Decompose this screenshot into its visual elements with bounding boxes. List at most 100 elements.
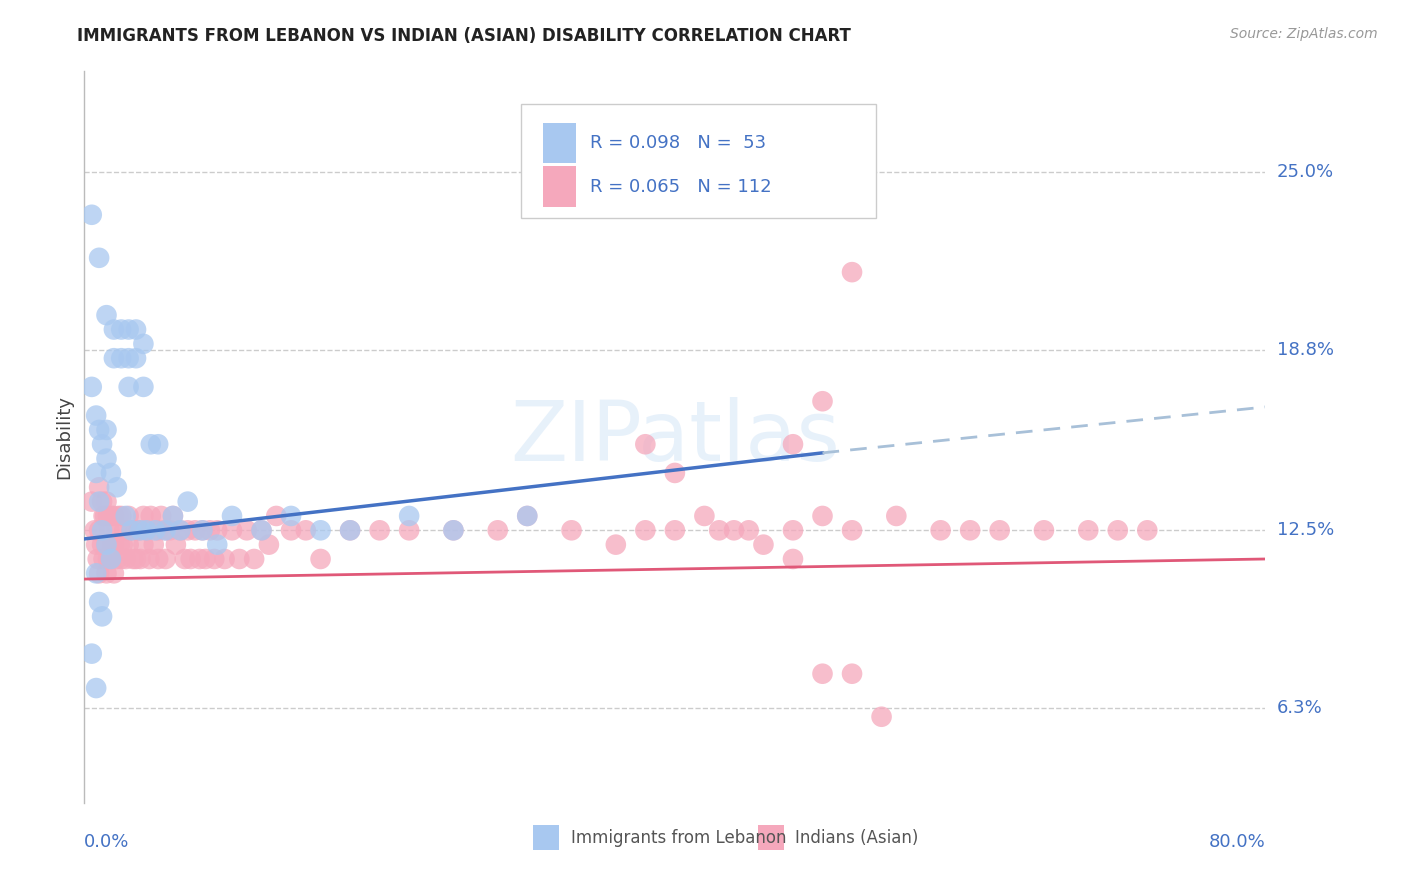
Point xyxy=(250,524,273,538)
Point xyxy=(121,524,143,538)
Text: 0.0%: 0.0% xyxy=(84,833,129,851)
Bar xyxy=(543,167,575,207)
Point xyxy=(309,552,332,566)
Point xyxy=(177,524,200,538)
Point xyxy=(1107,524,1129,538)
Point xyxy=(148,437,170,451)
Point xyxy=(486,524,509,538)
Point xyxy=(191,524,214,538)
Point xyxy=(118,380,141,394)
Text: 18.8%: 18.8% xyxy=(1277,341,1333,359)
Point xyxy=(162,508,184,523)
Point xyxy=(132,508,155,523)
Point xyxy=(143,524,166,538)
Point xyxy=(91,494,114,508)
Point xyxy=(250,524,273,538)
Point xyxy=(103,351,125,366)
Point xyxy=(118,538,141,552)
Point xyxy=(97,552,120,566)
Point xyxy=(132,380,155,394)
Text: Immigrants from Lebanon: Immigrants from Lebanon xyxy=(571,829,786,847)
Point xyxy=(811,394,834,409)
Point xyxy=(169,524,191,538)
Point xyxy=(841,666,863,681)
Point xyxy=(155,552,177,566)
Point xyxy=(135,524,157,538)
Point xyxy=(207,524,229,538)
Point xyxy=(561,524,583,538)
Point xyxy=(664,466,686,480)
Point xyxy=(988,524,1011,538)
Point xyxy=(169,524,191,538)
Point xyxy=(1136,524,1159,538)
Point xyxy=(693,508,716,523)
Point xyxy=(177,494,200,508)
Point xyxy=(165,538,187,552)
Point xyxy=(723,524,745,538)
Point xyxy=(811,666,834,681)
Point xyxy=(782,437,804,451)
Point xyxy=(173,552,195,566)
Point xyxy=(148,524,170,538)
Point xyxy=(162,508,184,523)
Point xyxy=(122,552,145,566)
Point xyxy=(84,466,107,480)
Point xyxy=(84,566,107,581)
Point xyxy=(94,508,117,523)
Point xyxy=(221,524,243,538)
Point xyxy=(128,524,150,538)
Bar xyxy=(533,825,560,850)
Point xyxy=(83,524,105,538)
Point xyxy=(1077,524,1099,538)
Text: R = 0.098   N =  53: R = 0.098 N = 53 xyxy=(591,134,766,152)
Point xyxy=(105,552,128,566)
Point xyxy=(228,552,250,566)
Point xyxy=(155,524,177,538)
Text: 25.0%: 25.0% xyxy=(1277,162,1334,181)
Point xyxy=(1033,524,1056,538)
Point xyxy=(96,566,118,581)
Point xyxy=(339,524,361,538)
Point xyxy=(664,524,686,538)
Text: ZIPatlas: ZIPatlas xyxy=(510,397,839,477)
Point xyxy=(121,524,143,538)
Point xyxy=(132,538,155,552)
Point xyxy=(605,538,627,552)
Point xyxy=(114,508,136,523)
Point xyxy=(125,322,148,336)
Point xyxy=(103,322,125,336)
Point xyxy=(80,208,103,222)
Point xyxy=(129,552,152,566)
Point xyxy=(96,423,118,437)
Point xyxy=(91,524,114,538)
Point xyxy=(139,437,162,451)
Point xyxy=(221,508,243,523)
Point xyxy=(96,451,118,466)
Point xyxy=(80,494,103,508)
Point xyxy=(443,524,465,538)
Point xyxy=(139,508,162,523)
Text: 12.5%: 12.5% xyxy=(1277,521,1334,540)
Bar xyxy=(758,825,783,850)
Point xyxy=(135,524,157,538)
Text: Indians (Asian): Indians (Asian) xyxy=(796,829,918,847)
Point xyxy=(107,508,129,523)
Point xyxy=(516,508,538,523)
Point xyxy=(100,508,122,523)
Point xyxy=(91,437,114,451)
Point xyxy=(129,524,152,538)
Point xyxy=(841,524,863,538)
Point xyxy=(125,524,148,538)
Point xyxy=(709,524,731,538)
Point xyxy=(194,552,217,566)
Point xyxy=(112,524,135,538)
Point xyxy=(96,538,118,552)
Point xyxy=(84,681,107,695)
Point xyxy=(236,524,259,538)
Point xyxy=(84,409,107,423)
Point xyxy=(398,508,420,523)
Point xyxy=(108,538,131,552)
Point xyxy=(118,508,141,523)
Point xyxy=(398,524,420,538)
Point xyxy=(80,380,103,394)
